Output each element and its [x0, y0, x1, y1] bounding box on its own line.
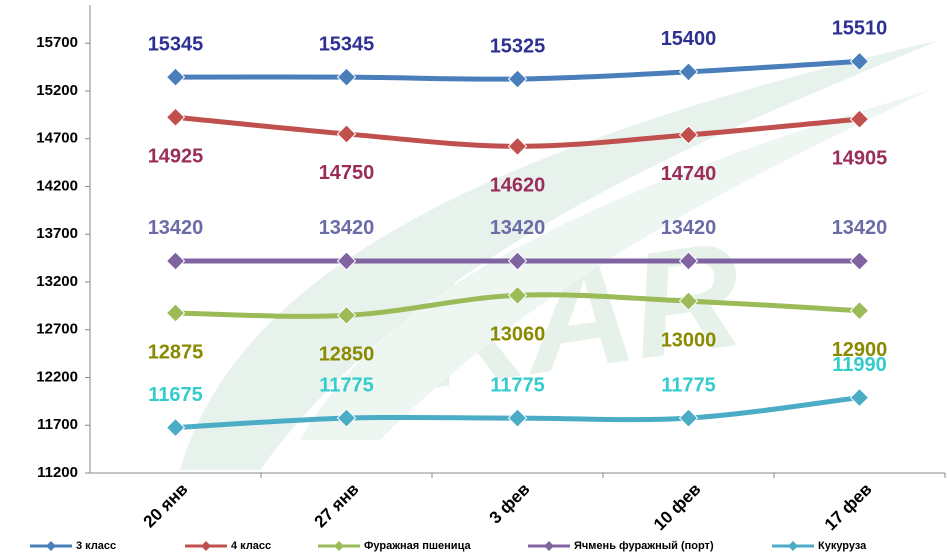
data-label: 15400: [661, 28, 717, 50]
data-label: 13420: [490, 217, 546, 239]
point: [507, 251, 528, 271]
data-label: 15345: [319, 33, 375, 55]
point: [165, 417, 186, 438]
data-label: 11675: [148, 384, 203, 406]
point: [336, 408, 357, 428]
legend-label: 4 класс: [231, 540, 271, 552]
legend-marker: [46, 541, 56, 551]
legend-marker: [201, 541, 211, 551]
y-tick-label: 15700: [36, 34, 78, 51]
data-label: 13420: [319, 217, 375, 239]
point: [507, 285, 528, 306]
legend-marker: [788, 541, 798, 551]
data-label: 13420: [832, 217, 888, 239]
y-tick-label: 12200: [36, 368, 78, 385]
point: [507, 136, 528, 157]
data-label: 15325: [490, 35, 546, 57]
legend-label: 3 класс: [76, 540, 116, 552]
y-tick-label: 13200: [36, 273, 78, 290]
data-label: 12850: [319, 344, 375, 366]
point: [678, 408, 699, 428]
point: [678, 251, 699, 271]
point: [507, 69, 528, 89]
data-label: 11775: [319, 374, 374, 396]
data-label: 13420: [148, 217, 204, 239]
point: [336, 305, 357, 326]
data-label: 15510: [832, 18, 888, 40]
data-label: 13060: [490, 324, 546, 346]
x-tick-label: 17 фев: [821, 480, 876, 535]
point: [165, 107, 186, 127]
point: [336, 251, 357, 271]
y-tick-label: 13700: [36, 225, 78, 242]
data-label: 13000: [661, 329, 717, 351]
point: [336, 67, 357, 87]
y-tick-label: 11200: [37, 464, 78, 481]
data-label: 15345: [148, 33, 204, 55]
data-label: 13420: [661, 217, 717, 239]
legend-label: Фуражная пшеница: [364, 540, 471, 552]
point: [849, 51, 870, 72]
point: [507, 408, 528, 428]
legend-marker: [544, 541, 554, 551]
point: [849, 300, 870, 321]
data-label: 11775: [661, 374, 716, 396]
data-label: 14925: [148, 146, 204, 168]
legend-label: Ячмень фуражный (порт): [574, 540, 714, 552]
point: [165, 67, 186, 87]
point: [849, 251, 870, 271]
data-label: 12875: [148, 341, 204, 363]
point: [165, 251, 186, 271]
x-tick-label: 27 янв: [311, 480, 363, 532]
data-label: 12900: [832, 339, 888, 361]
point: [678, 125, 699, 145]
point: [678, 291, 699, 311]
legend-marker: [334, 541, 344, 551]
data-label: 11775: [490, 374, 545, 396]
point: [849, 109, 870, 129]
data-label: 14740: [661, 163, 717, 185]
data-label: 14750: [319, 162, 375, 184]
y-tick-label: 12700: [36, 321, 78, 338]
point: [678, 62, 699, 82]
x-tick-label: 10 фев: [650, 480, 705, 535]
y-tick-label: 11700: [37, 416, 78, 433]
data-label: 14620: [490, 175, 546, 197]
x-tick-label: 3 фев: [486, 480, 534, 528]
point: [165, 303, 186, 323]
y-tick-label: 15200: [36, 82, 78, 99]
y-tick-label: 14700: [36, 130, 78, 147]
y-tick-label: 14200: [36, 177, 78, 194]
data-label: 11990: [832, 354, 887, 376]
watermark-swoosh: [300, 90, 930, 440]
legend-label: Кукуруза: [818, 540, 867, 552]
watermark-swoosh: [180, 40, 940, 470]
point: [336, 124, 357, 144]
x-tick-label: 20 янв: [140, 480, 192, 532]
point: [849, 387, 870, 408]
data-label: 14905: [832, 147, 888, 169]
